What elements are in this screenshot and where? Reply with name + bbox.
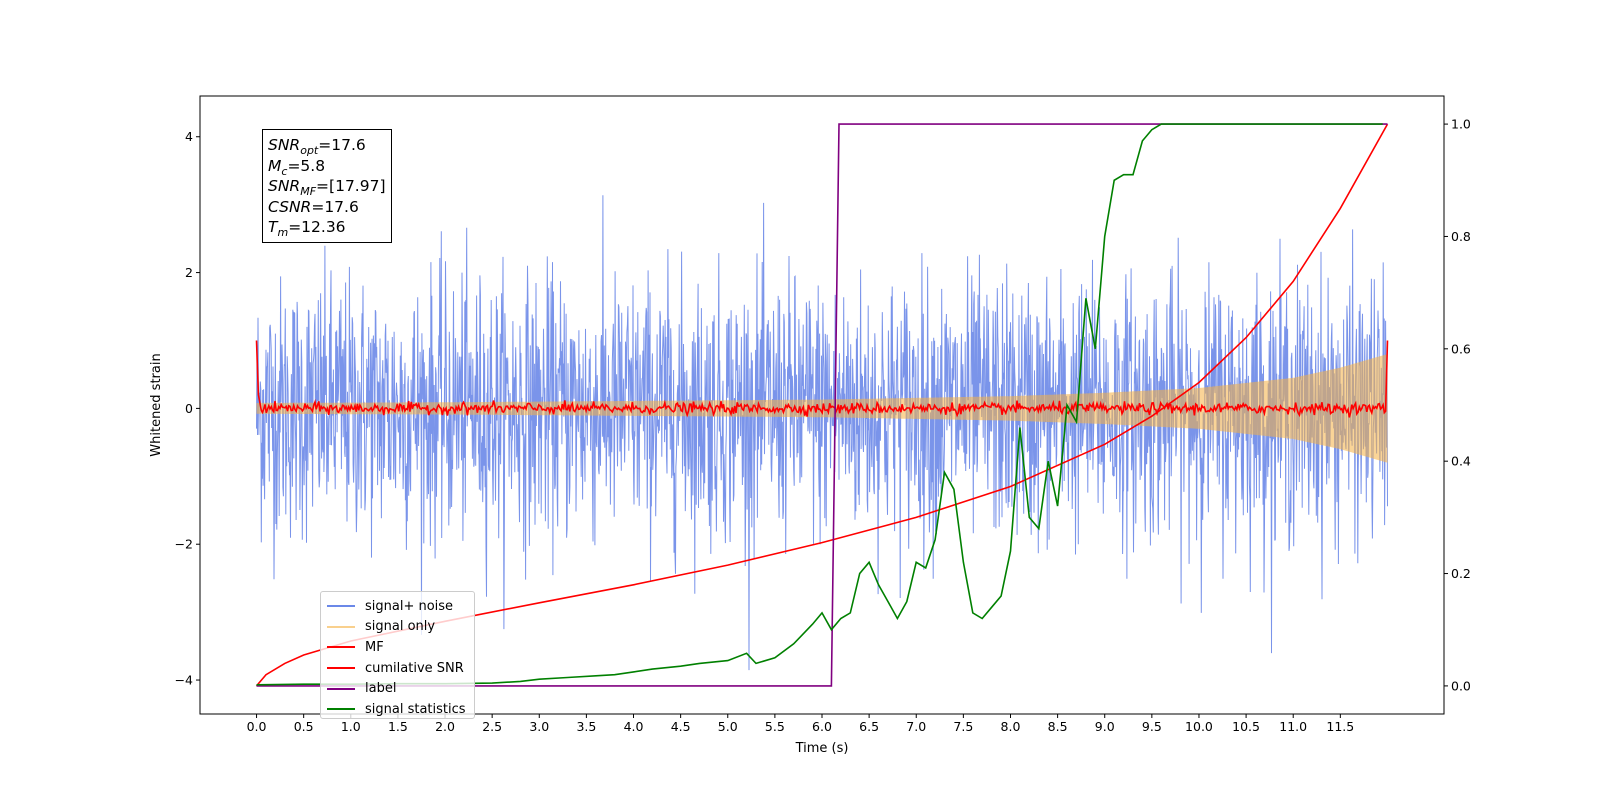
snr-opt-sub: opt bbox=[300, 144, 319, 158]
snr-mf-value: =[17.97] bbox=[316, 177, 386, 195]
snr-opt-line: SNRopt=17.6 bbox=[268, 135, 386, 156]
mc-var: M bbox=[268, 156, 282, 175]
x-tick-label: 9.5 bbox=[1142, 719, 1162, 734]
x-tick-label: 1.5 bbox=[388, 719, 408, 734]
plot-area bbox=[255, 123, 1389, 687]
x-tick-label: 2.0 bbox=[435, 719, 455, 734]
stats-annotation-box: SNRopt=17.6 Mc=5.8 SNRMF=[17.97] CSNR=17… bbox=[262, 129, 392, 243]
y-tick-label: −4 bbox=[175, 673, 193, 688]
legend-item-label: label bbox=[327, 678, 468, 699]
mc-value: =5.8 bbox=[287, 156, 326, 175]
x-tick-label: 10.5 bbox=[1232, 719, 1260, 734]
x-tick-label: 8.5 bbox=[1048, 719, 1068, 734]
csnr-var: CSNR bbox=[268, 197, 312, 216]
x-tick-label: 1.0 bbox=[341, 719, 361, 734]
legend-item-signal-statistics: signal statistics bbox=[327, 699, 468, 720]
x-tick-label: 9.0 bbox=[1095, 719, 1115, 734]
x-tick-label: 4.5 bbox=[671, 719, 691, 734]
tm-value: =12.36 bbox=[288, 218, 346, 236]
x-tick-label: 11.0 bbox=[1279, 719, 1307, 734]
csnr-value: =17.6 bbox=[311, 197, 359, 216]
legend-label: signal statistics bbox=[365, 701, 466, 717]
tm-sub: m bbox=[277, 226, 289, 240]
snr-mf-var: SNR bbox=[268, 177, 301, 195]
y-tick-label: 2 bbox=[185, 265, 193, 280]
x-tick-label: 2.5 bbox=[482, 719, 502, 734]
legend-label: label bbox=[365, 681, 397, 697]
y2-tick-label: 0.8 bbox=[1451, 229, 1471, 244]
legend-swatch bbox=[327, 687, 355, 690]
x-tick-label: 3.5 bbox=[576, 719, 596, 734]
x-tick-label: 3.0 bbox=[529, 719, 549, 734]
legend-item-mf: MF bbox=[327, 637, 468, 658]
mc-line: Mc=5.8 bbox=[268, 156, 386, 177]
y2-tick-label: 0.4 bbox=[1451, 454, 1471, 469]
y2-tick-label: 0.0 bbox=[1451, 678, 1471, 693]
x-tick-label: 6.0 bbox=[812, 719, 832, 734]
snr-opt-var: SNR bbox=[268, 136, 301, 154]
series-signal-statistics bbox=[256, 123, 1383, 686]
y-tick-label: 4 bbox=[185, 129, 193, 144]
x-tick-label: 0.5 bbox=[294, 719, 314, 734]
y-tick-label: 0 bbox=[185, 401, 193, 416]
x-tick-label: 6.5 bbox=[859, 719, 879, 734]
legend-swatch bbox=[327, 605, 355, 608]
x-tick-label: 8.0 bbox=[1001, 719, 1021, 734]
x-tick-label: 5.5 bbox=[765, 719, 785, 734]
legend-swatch bbox=[327, 667, 355, 670]
legend-label: signal only bbox=[365, 619, 436, 635]
mc-sub: c bbox=[281, 164, 288, 178]
y2-tick-label: 0.6 bbox=[1451, 341, 1471, 356]
legend-swatch bbox=[327, 646, 355, 649]
legend-item-signal-only: signal only bbox=[327, 617, 468, 638]
legend-label: MF bbox=[365, 639, 384, 655]
tm-line: Tm=12.36 bbox=[268, 217, 386, 238]
x-tick-label: 5.0 bbox=[718, 719, 738, 734]
legend-label: cumilative SNR bbox=[365, 660, 464, 676]
series-label bbox=[256, 123, 1388, 687]
x-tick-label: 7.0 bbox=[906, 719, 926, 734]
snr-opt-value: =17.6 bbox=[318, 136, 366, 154]
x-axis-title: Time (s) bbox=[795, 741, 849, 756]
x-tick-label: 4.0 bbox=[624, 719, 644, 734]
axes-ticks: 0.0 0.5 1.0 1.5 2.0 2.5 3.0 3.5 4.0 4.5 5.0 5.5 6.0 6… bbox=[175, 117, 1471, 734]
legend-swatch bbox=[327, 708, 355, 711]
tm-var: T bbox=[268, 218, 278, 236]
x-tick-label: 10.0 bbox=[1185, 719, 1213, 734]
legend: signal+ noise signal only MF cumilative … bbox=[320, 591, 475, 719]
snr-mf-sub: MF bbox=[300, 185, 317, 199]
series-cumilative-snr bbox=[255, 123, 1389, 687]
legend-item-signal-noise: signal+ noise bbox=[327, 596, 468, 617]
y-tick-label: −2 bbox=[175, 537, 193, 552]
x-tick-label: 11.5 bbox=[1326, 719, 1354, 734]
csnr-line: CSNR=17.6 bbox=[268, 197, 386, 218]
series-mf bbox=[255, 340, 1389, 418]
x-tick-label: 7.5 bbox=[953, 719, 973, 734]
y2-tick-label: 1.0 bbox=[1451, 117, 1471, 132]
legend-item-cumilative-snr: cumilative SNR bbox=[327, 658, 468, 679]
y-axis-title: Whitened strain bbox=[149, 353, 164, 456]
x-tick-label: 0.0 bbox=[247, 719, 267, 734]
legend-swatch bbox=[327, 625, 355, 628]
y2-tick-label: 0.2 bbox=[1451, 566, 1471, 581]
legend-label: signal+ noise bbox=[365, 598, 454, 614]
snr-mf-line: SNRMF=[17.97] bbox=[268, 176, 386, 197]
